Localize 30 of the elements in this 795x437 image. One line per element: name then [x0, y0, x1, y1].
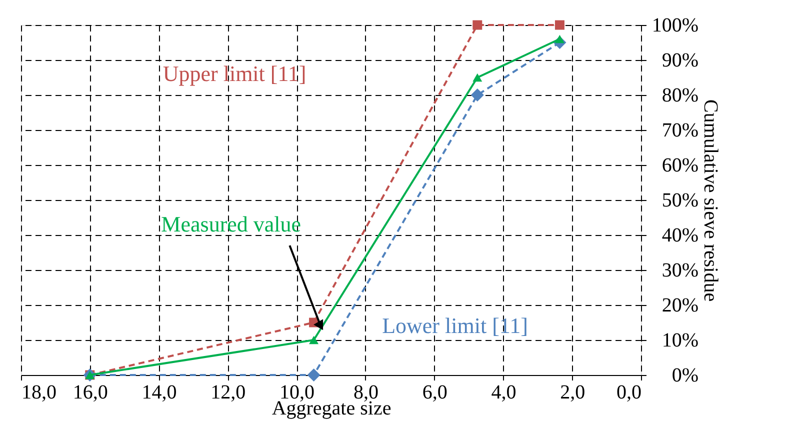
series-label: Lower limit [11] — [382, 313, 528, 338]
y-tick-label: 100% — [652, 14, 698, 36]
x-tick-label: 0,0 — [616, 382, 642, 404]
y-tick-label: 40% — [662, 224, 698, 246]
y-tick-label: 80% — [662, 84, 698, 106]
y-tick-label: 70% — [662, 120, 698, 142]
y-tick-label: 0% — [672, 364, 698, 386]
x-tick-label: 16,0 — [72, 382, 108, 404]
y-tick-label: 10% — [662, 330, 698, 352]
y-tick-label: 50% — [662, 190, 698, 212]
text: Upper limit [11] — [162, 61, 306, 86]
point — [554, 20, 564, 30]
x-tick-label: 4,0 — [491, 382, 516, 404]
y-tick-label: 20% — [662, 294, 698, 316]
x-tick-label: 2,0 — [560, 382, 586, 404]
point — [309, 336, 319, 344]
x-tick-label: 18,0 — [22, 382, 56, 404]
point — [554, 34, 564, 44]
x-tick-label: 14,0 — [142, 382, 177, 404]
point — [307, 368, 320, 382]
x-tick-label: 12,0 — [210, 382, 246, 404]
point — [472, 20, 482, 30]
y-axis-title: Cumulative sieve residue — [700, 99, 722, 302]
y-tick-label: 90% — [662, 50, 698, 72]
point — [472, 73, 482, 82]
text: Measured value — [161, 212, 302, 236]
y-tick-label: 30% — [662, 260, 698, 282]
y-tick-label: 60% — [662, 154, 698, 176]
x-tick-label: 6,0 — [422, 382, 448, 404]
point — [470, 88, 484, 102]
